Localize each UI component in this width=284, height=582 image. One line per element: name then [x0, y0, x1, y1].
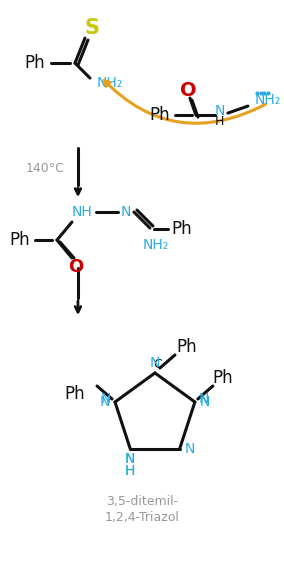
Text: H: H	[125, 464, 135, 478]
Text: 1,2,4-Triazol: 1,2,4-Triazol	[105, 512, 179, 524]
Text: 140°C: 140°C	[26, 162, 64, 175]
Text: N: N	[125, 452, 135, 466]
Text: Ph: Ph	[212, 369, 233, 387]
Text: N: N	[100, 395, 110, 409]
Text: Ph: Ph	[65, 385, 85, 403]
Text: Ph: Ph	[10, 231, 30, 249]
Text: NH₂: NH₂	[97, 76, 123, 90]
Text: O: O	[68, 258, 83, 276]
Text: N: N	[101, 392, 111, 406]
Text: NH₂: NH₂	[255, 93, 281, 107]
Text: NH₂: NH₂	[143, 238, 169, 252]
Text: Ph: Ph	[25, 54, 45, 72]
Text: H: H	[215, 115, 225, 127]
Text: Ph: Ph	[172, 220, 192, 238]
Text: N: N	[125, 452, 135, 466]
Text: N: N	[199, 392, 209, 406]
Text: 3,5-ditemil-: 3,5-ditemil-	[106, 495, 178, 509]
Text: S: S	[84, 18, 99, 38]
Text: H: H	[125, 464, 135, 478]
Text: N: N	[121, 205, 131, 219]
Text: N: N	[184, 442, 195, 456]
Text: N: N	[200, 395, 210, 409]
Text: Ph: Ph	[150, 106, 170, 124]
Text: O: O	[179, 80, 196, 100]
Text: C: C	[154, 359, 162, 371]
Text: Ph: Ph	[177, 338, 197, 356]
Text: NH: NH	[72, 205, 92, 219]
Text: N: N	[215, 104, 225, 118]
Text: N: N	[150, 356, 160, 370]
